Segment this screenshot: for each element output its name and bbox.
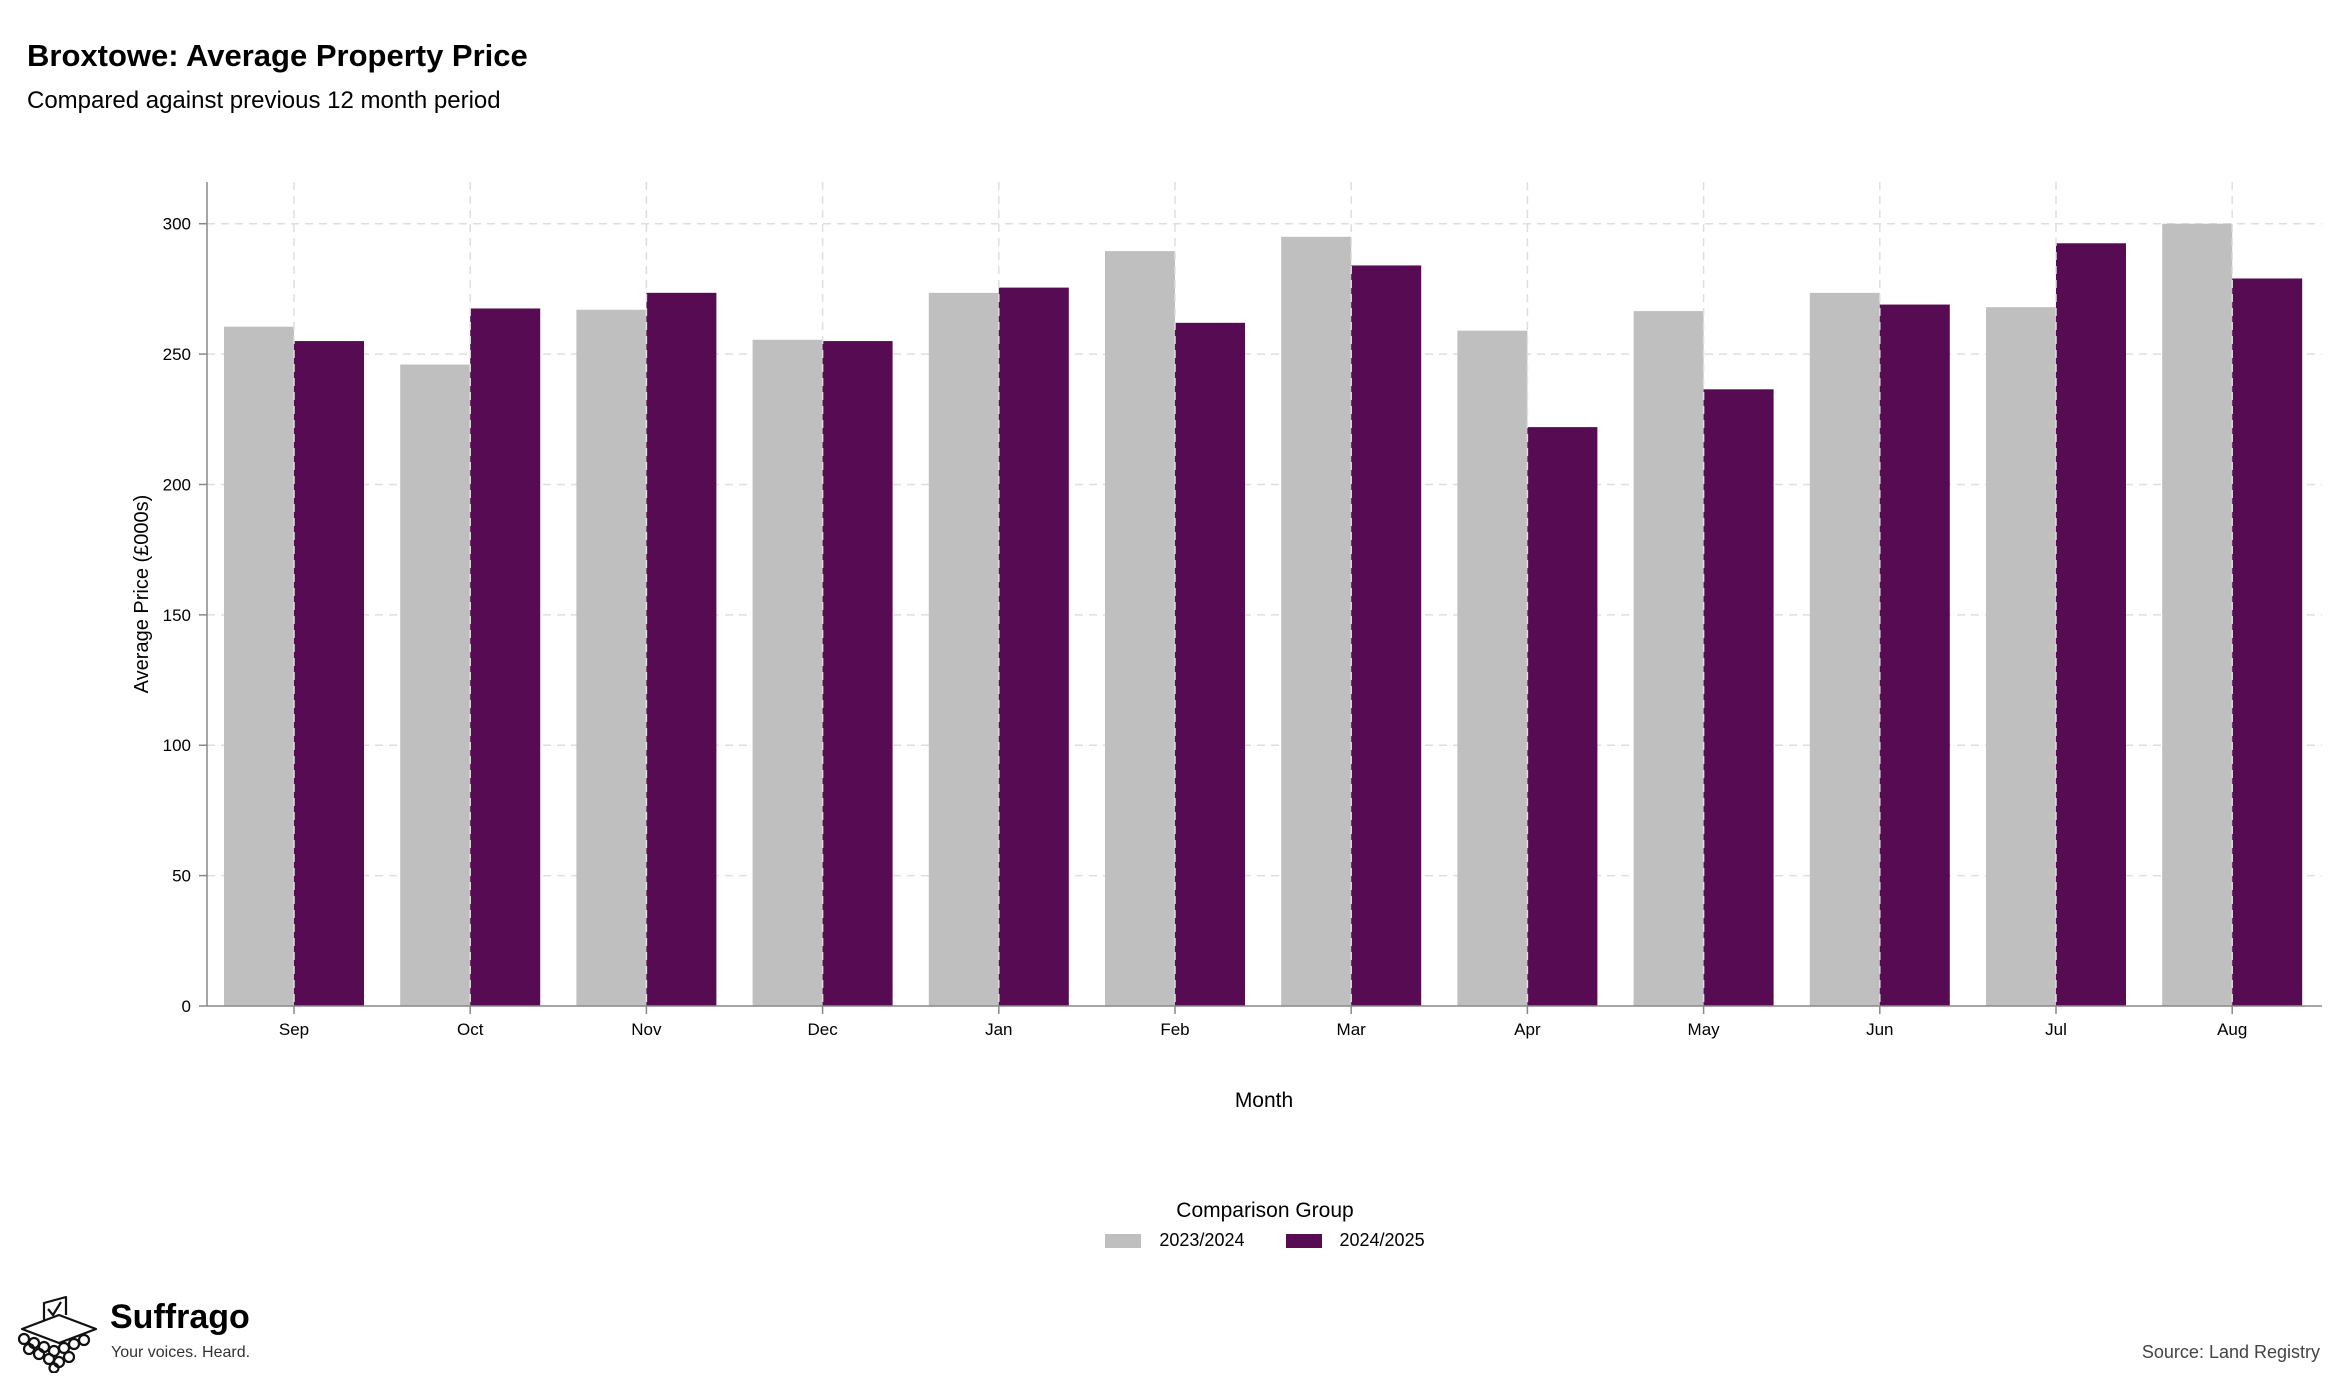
- y-tick-labels: 0 50 100 150 200 250 300: [163, 215, 207, 1016]
- legend-swatch-2023-2024: [1105, 1233, 1142, 1248]
- bar-2024-2025-jun: [1879, 304, 1950, 1006]
- bar-2023-2024-sep: [224, 326, 294, 1006]
- bar-2024-2025-dec: [822, 341, 893, 1006]
- bar-2024-2025-mar: [1351, 265, 1422, 1007]
- brand-name: Suffrago: [110, 1298, 250, 1336]
- chart-title: Broxtowe: Average Property Price: [27, 38, 528, 73]
- x-tick-label-dec: Dec: [807, 1020, 838, 1039]
- x-tick-label-jan: Jan: [985, 1020, 1012, 1039]
- brand-tagline: Your voices. Heard.: [111, 1344, 251, 1361]
- y-tick-label: 300: [163, 215, 191, 234]
- legend-title: Comparison Group: [1176, 1199, 1354, 1222]
- bar-2023-2024-jun: [1809, 292, 1880, 1007]
- y-tick-label: 200: [163, 475, 191, 494]
- legend: 2023/2024 2024/2025: [0, 1229, 2334, 1251]
- y-tick-label: 0: [182, 997, 191, 1016]
- bar-2024-2025-oct: [470, 308, 541, 1006]
- bar-2023-2024-dec: [752, 339, 823, 1006]
- bar-2023-2024-jan: [928, 292, 999, 1007]
- chart-subtitle: Compared against previous 12 month perio…: [27, 87, 501, 114]
- bar-2023-2024-feb: [1105, 251, 1175, 1007]
- bar-2024-2025-jan: [998, 287, 1069, 1006]
- bar-2024-2025-jul: [2056, 243, 2126, 1006]
- bar-2024-2025-sep: [294, 341, 364, 1006]
- x-tick-label-jul: Jul: [2045, 1020, 2067, 1039]
- y-tick-label: 250: [163, 345, 191, 364]
- bar-2024-2025-feb: [1175, 322, 1245, 1006]
- bar-2023-2024-nov: [576, 309, 647, 1006]
- bar-2023-2024-apr: [1457, 330, 1528, 1006]
- y-tick-label: 50: [172, 867, 191, 886]
- bar-2024-2025-nov: [646, 292, 717, 1007]
- y-tick-label: 100: [163, 736, 191, 755]
- legend-item-2023-2024: 2023/2024: [1105, 1229, 1244, 1251]
- bars: [224, 223, 2303, 1007]
- vertical-grid-lines: [293, 182, 2233, 1006]
- legend-item-2024-2025: 2024/2025: [1285, 1229, 1425, 1251]
- source-note: Source: Land Registry: [2141, 1342, 2320, 1362]
- x-tick-label-nov: Nov: [631, 1020, 662, 1039]
- bar-2024-2025-apr: [1527, 427, 1598, 1007]
- bar-2023-2024-mar: [1281, 236, 1352, 1006]
- bar-2023-2024-aug: [2162, 223, 2233, 1007]
- bar-2024-2025-may: [1703, 389, 1774, 1006]
- bar-2023-2024-may: [1633, 311, 1704, 1007]
- x-tick-label-aug: Aug: [2217, 1020, 2247, 1039]
- ballot-box-logo-icon: [17, 1295, 98, 1373]
- bar-2024-2025-aug: [2232, 278, 2303, 1006]
- legend-label: 2024/2025: [1339, 1230, 1425, 1251]
- y-tick-label: 150: [163, 606, 191, 625]
- x-axis-label: Month: [1235, 1089, 1293, 1112]
- bar-2023-2024-oct: [400, 364, 471, 1007]
- x-tick-label-mar: Mar: [1337, 1020, 1367, 1039]
- legend-swatch-2024-2025: [1285, 1233, 1322, 1248]
- bar-chart: 0 50 100 150 200 250 300 Sep Oct Nov Dec Jan Feb Mar…: [131, 182, 2322, 1112]
- x-tick-labels: Sep Oct Nov Dec Jan Feb Mar Apr May Jun Jul Aug: [279, 1006, 2247, 1039]
- x-tick-label-oct: Oct: [457, 1020, 484, 1039]
- x-tick-label-sep: Sep: [279, 1020, 309, 1039]
- x-tick-label-jun: Jun: [1866, 1020, 1893, 1039]
- x-tick-label-may: May: [1688, 1020, 1721, 1039]
- x-tick-label-apr: Apr: [1514, 1020, 1541, 1039]
- bar-2023-2024-jul: [1986, 307, 2056, 1006]
- axes: [206, 182, 2322, 1007]
- legend-label: 2023/2024: [1159, 1230, 1245, 1251]
- grid-lines: [207, 222, 2322, 877]
- x-tick-label-feb: Feb: [1160, 1020, 1189, 1039]
- y-axis-label: Average Price (£000s): [131, 495, 153, 694]
